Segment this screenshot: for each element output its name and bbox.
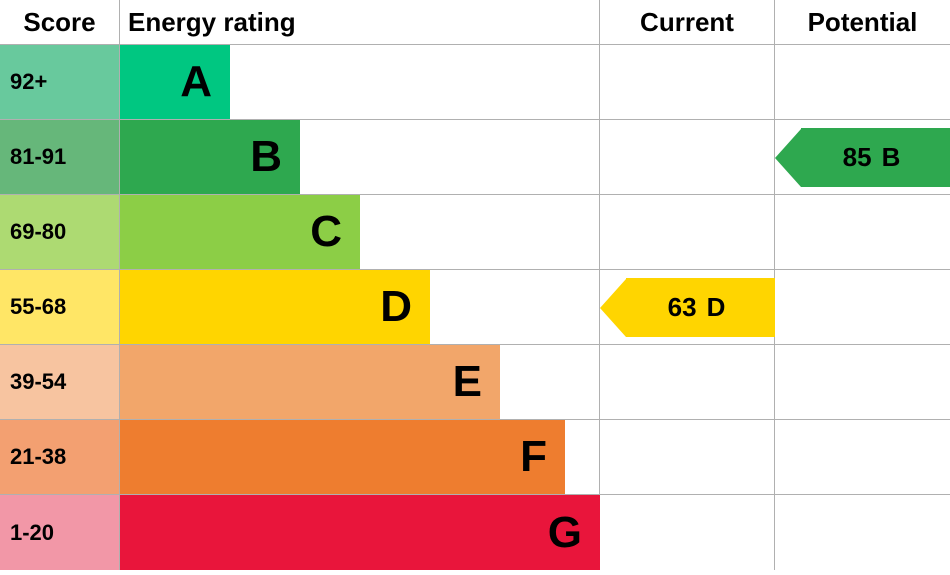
header-rating: Energy rating xyxy=(120,0,600,44)
rating-cell: D xyxy=(120,270,600,344)
potential-marker-body: 85 B xyxy=(801,128,950,187)
rating-cell: C xyxy=(120,195,600,269)
band-row-d: 55-68D63D xyxy=(0,270,950,345)
potential-marker: 85 B xyxy=(775,128,950,187)
rating-bar-g: G xyxy=(120,495,600,570)
potential-cell xyxy=(775,420,950,494)
potential-cell xyxy=(775,345,950,419)
arrow-left-icon xyxy=(775,129,801,187)
rating-bar-a: A xyxy=(120,45,230,119)
header-current: Current xyxy=(600,0,775,44)
score-range: 69-80 xyxy=(0,195,120,269)
current-cell: 63 D xyxy=(600,270,775,344)
current-marker-value: 63 xyxy=(668,292,697,323)
band-row-b: 81-91B85B xyxy=(0,120,950,195)
header-score: Score xyxy=(0,0,120,44)
rating-cell: F xyxy=(120,420,600,494)
current-cell xyxy=(600,120,775,194)
current-cell xyxy=(600,45,775,119)
epc-chart: Score Energy rating Current Potential 92… xyxy=(0,0,950,575)
band-row-e: 39-54E xyxy=(0,345,950,420)
band-row-f: 21-38F xyxy=(0,420,950,495)
rating-bar-f: F xyxy=(120,420,565,494)
band-row-g: 1-20G xyxy=(0,495,950,570)
band-row-c: 69-80C xyxy=(0,195,950,270)
score-range: 55-68 xyxy=(0,270,120,344)
current-cell xyxy=(600,195,775,269)
rating-cell: E xyxy=(120,345,600,419)
header-potential: Potential xyxy=(775,0,950,44)
potential-marker-value: 85 xyxy=(843,142,872,173)
potential-cell xyxy=(775,45,950,119)
rating-bar-e: E xyxy=(120,345,500,419)
current-marker: 63 D xyxy=(600,278,775,337)
score-range: 81-91 xyxy=(0,120,120,194)
arrow-left-icon xyxy=(600,279,626,337)
current-cell xyxy=(600,495,775,570)
rating-bar-d: D xyxy=(120,270,430,344)
potential-marker-letter: B xyxy=(882,142,901,173)
current-marker-body: 63 D xyxy=(626,278,775,337)
rating-bar-b: B xyxy=(120,120,300,194)
current-marker-letter: D xyxy=(707,292,726,323)
bands-container: 92+A81-91B85B69-80C55-68D63D39-54E21-38F… xyxy=(0,45,950,570)
rating-cell: G xyxy=(120,495,600,570)
potential-cell xyxy=(775,195,950,269)
score-range: 21-38 xyxy=(0,420,120,494)
score-range: 39-54 xyxy=(0,345,120,419)
current-cell xyxy=(600,420,775,494)
header-row: Score Energy rating Current Potential xyxy=(0,0,950,45)
potential-cell xyxy=(775,270,950,344)
current-cell xyxy=(600,345,775,419)
potential-cell xyxy=(775,495,950,570)
rating-cell: B xyxy=(120,120,600,194)
score-range: 92+ xyxy=(0,45,120,119)
potential-cell: 85 B xyxy=(775,120,950,194)
score-range: 1-20 xyxy=(0,495,120,570)
rating-bar-c: C xyxy=(120,195,360,269)
band-row-a: 92+A xyxy=(0,45,950,120)
rating-cell: A xyxy=(120,45,600,119)
